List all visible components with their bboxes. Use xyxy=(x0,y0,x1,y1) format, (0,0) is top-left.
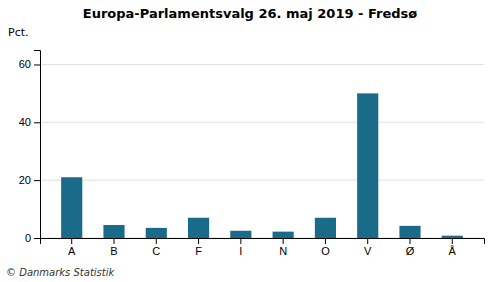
x-tick: O xyxy=(321,238,330,257)
y-tick-mark xyxy=(34,64,40,65)
x-tick-label: Ø xyxy=(406,245,415,257)
x-tick: B xyxy=(110,238,117,257)
y-tick-label: 0 xyxy=(25,232,31,244)
x-tick-label: N xyxy=(279,245,287,257)
y-tick-label: 20 xyxy=(19,174,31,186)
x-tick-mark xyxy=(325,238,326,244)
y-tick: 0 xyxy=(25,232,40,244)
bar xyxy=(188,218,209,238)
y-tick-label: 60 xyxy=(19,58,31,70)
x-tick-label: V xyxy=(364,245,372,257)
x-tick-mark xyxy=(198,238,199,244)
bar xyxy=(442,236,463,238)
x-tick-label: C xyxy=(152,245,160,257)
y-tick-mark xyxy=(34,238,40,239)
plot: 0 20 40 60 A B C F I N O V Ø Å xyxy=(19,51,485,257)
y-axis-title: Pct. xyxy=(8,26,29,39)
x-tick-mark xyxy=(156,238,157,244)
x-tick: Å xyxy=(449,238,457,257)
grid-line xyxy=(40,180,484,181)
y-axis-line xyxy=(34,51,41,239)
y-tick: 40 xyxy=(19,116,40,128)
grid xyxy=(40,64,484,238)
x-tick-label: B xyxy=(110,245,117,257)
y-tick-label: 40 xyxy=(19,116,31,128)
bar xyxy=(103,225,124,238)
x-tick: A xyxy=(68,238,76,257)
x-axis-line xyxy=(41,239,485,245)
x-tick-label: F xyxy=(195,245,202,257)
x-tick-mark xyxy=(114,238,115,244)
x-tick-mark xyxy=(71,238,72,244)
x-tick-label: A xyxy=(68,245,76,257)
bar xyxy=(230,231,251,238)
bar xyxy=(146,228,167,238)
x-tick: I xyxy=(239,238,242,257)
y-tick: 60 xyxy=(19,58,40,70)
x-tick-mark xyxy=(452,238,453,244)
x-tick-label: I xyxy=(239,245,242,257)
x-tick: N xyxy=(279,238,287,257)
title: Europa-Parlamentsvalg 26. maj 2019 - Fre… xyxy=(83,6,417,21)
x-tick: F xyxy=(195,238,202,257)
bar xyxy=(315,218,336,238)
y-axis: 0 20 40 60 xyxy=(19,51,41,245)
chart: Europa-Parlamentsvalg 26. maj 2019 - Fre… xyxy=(0,0,500,282)
bar xyxy=(357,93,378,238)
bars xyxy=(61,93,463,238)
x-tick-mark xyxy=(240,238,241,244)
grid-line xyxy=(40,122,484,123)
x-axis: ABCFINOVØÅ xyxy=(41,238,485,257)
x-tick: V xyxy=(364,238,372,257)
y-tick: 20 xyxy=(19,174,40,186)
x-tick-mark xyxy=(367,238,368,244)
footer: © Danmarks Statistik xyxy=(6,267,116,278)
x-tick-label: O xyxy=(321,245,330,257)
bar xyxy=(399,226,420,238)
y-tick-mark xyxy=(34,180,40,181)
x-tick: C xyxy=(152,238,160,257)
bar xyxy=(61,177,82,238)
x-tick-mark xyxy=(283,238,284,244)
y-tick-mark xyxy=(34,122,40,123)
x-tick-mark xyxy=(410,238,411,244)
grid-line xyxy=(40,64,484,65)
x-tick: Ø xyxy=(406,238,415,257)
bar xyxy=(273,232,294,238)
x-tick-label: Å xyxy=(449,245,457,257)
